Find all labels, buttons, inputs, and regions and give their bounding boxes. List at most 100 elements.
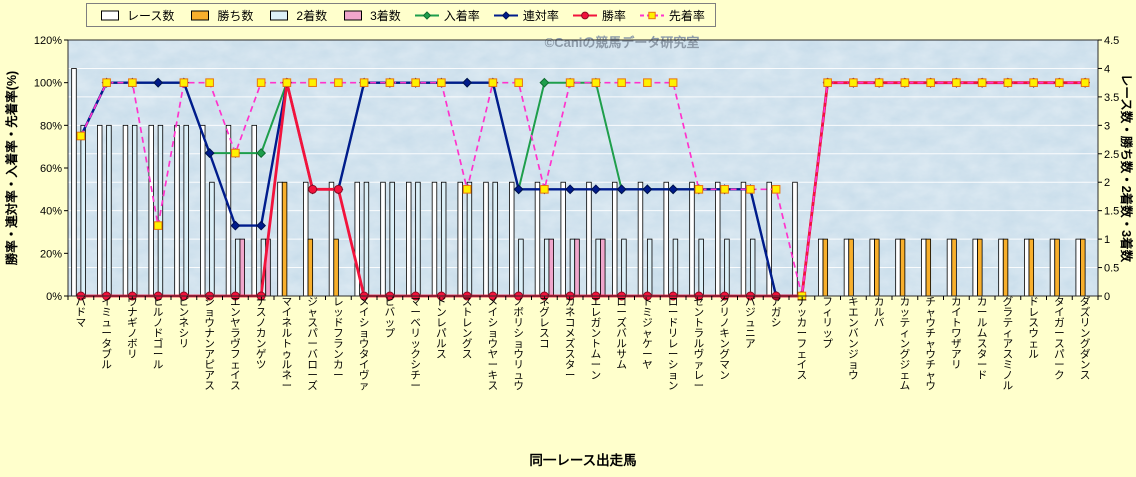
bar-thirds	[600, 238, 606, 297]
category-label: セントラルヴァレー	[694, 296, 705, 392]
bar-wins	[1028, 238, 1035, 297]
bar-wins	[333, 238, 339, 297]
category-label: チャウチャウチャウ	[925, 296, 936, 392]
category-label: ビバップ	[385, 296, 396, 340]
marker-quinella-rate	[462, 77, 473, 88]
bar-wins	[848, 238, 854, 297]
marker-finish-ahead-rate	[874, 78, 884, 87]
legend-swatch-seconds	[270, 10, 289, 20]
bar-seconds	[389, 181, 395, 297]
bar-races	[946, 238, 953, 297]
category-label: トミジャケーヤ	[642, 296, 653, 371]
bar-seconds	[543, 238, 550, 297]
bar-wins	[951, 238, 957, 297]
y-left-tick-label: 120%	[34, 35, 62, 47]
bar-wins	[1002, 238, 1009, 297]
category-label: マイネルトゥルネー	[282, 296, 293, 392]
category-label: レッドフランカー	[333, 296, 344, 382]
legend-label-finish-ahead-rate: 先着率	[668, 8, 705, 23]
marker-finish-ahead-rate	[720, 185, 729, 194]
y-right-tick-label: 4.5	[1104, 35, 1119, 47]
bar-races	[509, 181, 515, 297]
category-label: グラティアスミノル	[1003, 295, 1014, 392]
y-left-tick-label: 60%	[40, 163, 62, 175]
marker-finish-ahead-rate	[1080, 78, 1090, 87]
category-label: ドレスウェル	[1028, 296, 1039, 361]
marker-finish-ahead-rate	[514, 78, 523, 87]
bar-seconds	[80, 124, 86, 297]
bar-seconds	[492, 181, 498, 297]
marker-finish-ahead-rate	[231, 148, 240, 158]
marker-quinella-rate	[616, 184, 627, 195]
category-label: アガシ	[771, 296, 782, 329]
legend-swatch-thirds	[344, 10, 363, 20]
chart-legend: レース数 勝ち数 2着数 3着数 入着率 連対率 勝率 先着率	[86, 3, 716, 27]
bar-races	[818, 238, 824, 297]
y-left-tick-label: 0%	[46, 291, 62, 303]
bar-wins	[874, 238, 880, 297]
bar-races	[895, 238, 901, 297]
bar-wins	[307, 238, 314, 297]
category-label: エンヤラヴフェイス	[230, 296, 241, 392]
bar-seconds	[234, 238, 241, 297]
bar-races	[328, 181, 335, 297]
bar-races	[380, 181, 386, 297]
marker-finish-ahead-rate	[1055, 78, 1064, 87]
category-label: カッティングジェム	[900, 296, 911, 392]
category-label: メイショウヤーキス	[488, 296, 499, 392]
legend-label-seconds: 2着数	[296, 8, 328, 23]
bar-races	[174, 124, 180, 297]
bar-seconds	[698, 238, 704, 297]
marker-quinella-rate	[153, 77, 164, 88]
category-label: ストレングス	[462, 296, 473, 361]
y-right-tick-label: 0.5	[1104, 263, 1119, 275]
category-label: ネグレスコ	[539, 296, 550, 350]
marker-quinella-rate	[565, 184, 576, 195]
bar-seconds	[595, 238, 601, 297]
bar-races	[431, 181, 438, 297]
category-label: ウナギノボリ	[127, 296, 138, 361]
legend-swatch-rect	[101, 10, 119, 20]
bar-wins	[899, 238, 906, 297]
legend-swatch-win-rate	[572, 11, 597, 19]
x-axis-title: 同一レース出走馬	[529, 452, 636, 468]
category-label: カールムスタード	[977, 296, 988, 382]
marker-finish-ahead-rate	[617, 78, 626, 87]
marker-finish-ahead-rate	[128, 78, 137, 87]
category-label: ジャスパーバローズ	[307, 296, 318, 392]
legend-item-quinella-rate: 連対率	[493, 7, 559, 24]
marker-place-rate	[256, 148, 267, 158]
marker-finish-ahead-rate	[411, 78, 420, 87]
marker-quinella-rate	[668, 184, 679, 195]
bar-races	[122, 124, 129, 297]
category-label: イミュータブル	[101, 296, 112, 371]
category-label: ナスノカンゲツ	[256, 296, 267, 371]
legend-label-win-rate: 勝率	[601, 8, 626, 23]
marker-win-rate	[308, 184, 318, 194]
category-label: エレガントムーン	[591, 296, 602, 382]
legend-swatch-marker	[501, 10, 511, 20]
marker-finish-ahead-rate	[591, 78, 601, 87]
bar-seconds	[466, 181, 473, 297]
marker-finish-ahead-rate	[694, 185, 704, 194]
marker-finish-ahead-rate	[952, 78, 961, 87]
legend-label-thirds: 3着数	[370, 8, 401, 23]
marker-finish-ahead-rate	[1029, 78, 1038, 87]
legend-item-seconds: 2着数	[266, 7, 327, 24]
bar-thirds	[548, 238, 554, 297]
category-label: ヒルノドゴール	[153, 296, 164, 371]
marker-finish-ahead-rate	[540, 185, 549, 194]
marker-finish-ahead-rate	[823, 78, 832, 87]
marker-finish-ahead-rate	[462, 185, 472, 194]
marker-finish-ahead-rate	[359, 78, 369, 87]
bar-seconds	[569, 238, 576, 297]
category-label: クリノキングマン	[719, 296, 730, 382]
bar-races	[200, 124, 206, 297]
y-left-tick-label: 40%	[40, 206, 62, 218]
marker-finish-ahead-rate	[926, 78, 935, 87]
legend-item-races: レース数	[97, 7, 174, 24]
bar-races	[1024, 238, 1030, 297]
legend-label-quinella-rate: 連対率	[522, 8, 559, 23]
legend-swatch-place-rate	[414, 10, 439, 20]
category-label: メイショウタイヴァ	[359, 296, 370, 392]
